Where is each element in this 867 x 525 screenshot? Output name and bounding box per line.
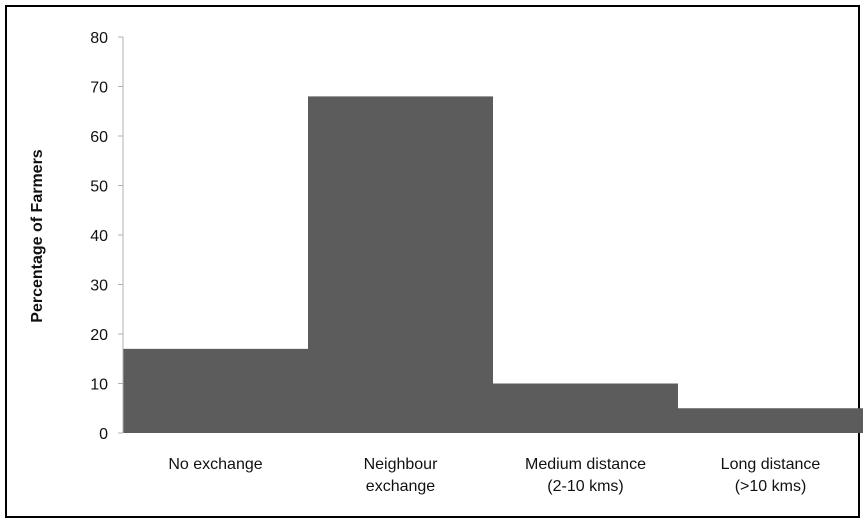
bar-0	[123, 348, 308, 433]
x-category-label-3-line-0: Long distance	[721, 456, 821, 473]
y-tick-label-7: 70	[90, 80, 108, 97]
x-category-label-1: Neighbour exchange	[364, 456, 439, 495]
bars-group	[123, 96, 863, 434]
y-tick-label-0: 0	[99, 426, 108, 443]
x-category-label-0: No exchange	[168, 456, 262, 473]
y-tick-label-4: 40	[90, 228, 108, 245]
bar-1	[308, 96, 493, 434]
x-category-label-1-line-1: exchange	[366, 478, 435, 495]
y-tick-label-2: 20	[90, 327, 108, 344]
x-category-label-1-line-0: Neighbour	[364, 456, 439, 473]
x-category-label-3: Long distance (>10 kms)	[721, 456, 821, 495]
x-category-label-2-line-0: Medium distance	[525, 456, 646, 473]
bar-3	[678, 408, 863, 433]
y-tick-label-5: 50	[90, 179, 108, 196]
x-category-label-0-line-0: No exchange	[168, 456, 262, 473]
x-category-label-2-line-1: (2-10 kms)	[547, 478, 623, 495]
y-tick-labels: 0 10 20 30 40 50 60 70 80	[90, 30, 108, 443]
x-category-label-2: Medium distance (2-10 kms)	[525, 456, 646, 495]
y-tick-label-6: 60	[90, 129, 108, 146]
y-tick-label-3: 30	[90, 278, 108, 295]
y-axis	[118, 36, 124, 434]
y-tick-label-1: 10	[90, 377, 108, 394]
x-category-label-3-line-1: (>10 kms)	[735, 478, 807, 495]
category-labels: No exchange Neighbour exchange Medium dista…	[168, 456, 820, 495]
y-tick-label-8: 80	[90, 30, 108, 47]
bar-2	[493, 383, 678, 433]
y-axis-label: Percentage of Farmers	[29, 149, 46, 323]
